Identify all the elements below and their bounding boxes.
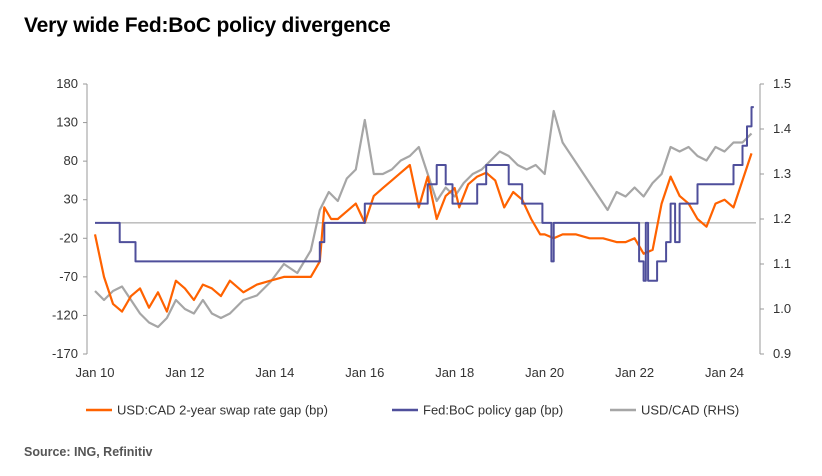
left-tick-label: -120 <box>52 307 78 322</box>
legend-label: USD/CAD (RHS) <box>641 403 739 418</box>
left-tick-label: -170 <box>52 346 78 361</box>
right-tick-label: 1.2 <box>773 211 791 226</box>
right-tick-label: 1.4 <box>773 121 791 136</box>
left-tick-label: 30 <box>64 192 78 207</box>
x-tick-label: Jan 10 <box>75 365 114 380</box>
x-tick-label: Jan 24 <box>705 365 744 380</box>
chart-title: Very wide Fed:BoC policy divergence <box>24 14 391 37</box>
legend-label: Fed:BoC policy gap (bp) <box>423 403 563 418</box>
x-tick-label: Jan 14 <box>255 365 294 380</box>
right-tick-label: 1.1 <box>773 256 791 271</box>
left-tick-label: -70 <box>59 269 78 284</box>
right-tick-label: 0.9 <box>773 346 791 361</box>
source-note: Source: ING, Refinitiv <box>24 445 153 459</box>
chart-axes: 180 130 80 30 -20 -70 -120 -170 1.5 1.4 1.3 1.2 1.1 1… <box>52 76 791 380</box>
left-tick-label: 180 <box>56 76 78 91</box>
chart-legend: USD:CAD 2-year swap rate gap (bp) Fed:BoC… <box>86 403 739 418</box>
left-tick-label: 130 <box>56 115 78 130</box>
x-tick-label: Jan 22 <box>615 365 654 380</box>
legend-label: USD:CAD 2-year swap rate gap (bp) <box>117 403 328 418</box>
right-tick-label: 1.5 <box>773 76 791 91</box>
x-tick-label: Jan 12 <box>165 365 204 380</box>
right-tick-label: 1.3 <box>773 166 791 181</box>
x-tick-label: Jan 18 <box>435 365 474 380</box>
series-line-1 <box>95 106 754 282</box>
left-tick-label: 80 <box>64 153 78 168</box>
series-line-2 <box>94 109 753 329</box>
x-tick-label: Jan 20 <box>525 365 564 380</box>
right-tick-label: 1.0 <box>773 301 791 316</box>
series-layer <box>93 106 754 329</box>
series-line-0 <box>93 153 753 313</box>
left-tick-label: -20 <box>59 230 78 245</box>
x-tick-label: Jan 16 <box>345 365 384 380</box>
